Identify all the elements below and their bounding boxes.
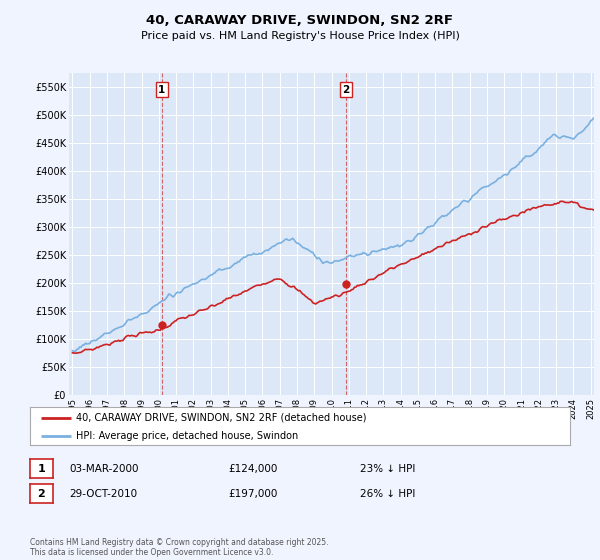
Text: 2: 2 [38, 489, 45, 499]
Text: Price paid vs. HM Land Registry's House Price Index (HPI): Price paid vs. HM Land Registry's House … [140, 31, 460, 41]
Text: Contains HM Land Registry data © Crown copyright and database right 2025.
This d: Contains HM Land Registry data © Crown c… [30, 538, 329, 557]
Text: 03-MAR-2000: 03-MAR-2000 [69, 464, 139, 474]
Text: £124,000: £124,000 [228, 464, 277, 474]
Text: 2: 2 [342, 85, 349, 95]
Text: £197,000: £197,000 [228, 489, 277, 499]
Text: 40, CARAWAY DRIVE, SWINDON, SN2 2RF: 40, CARAWAY DRIVE, SWINDON, SN2 2RF [146, 14, 454, 27]
Text: 1: 1 [38, 464, 45, 474]
Text: 29-OCT-2010: 29-OCT-2010 [69, 489, 137, 499]
Text: 26% ↓ HPI: 26% ↓ HPI [360, 489, 415, 499]
Text: HPI: Average price, detached house, Swindon: HPI: Average price, detached house, Swin… [76, 431, 298, 441]
Text: 40, CARAWAY DRIVE, SWINDON, SN2 2RF (detached house): 40, CARAWAY DRIVE, SWINDON, SN2 2RF (det… [76, 413, 367, 423]
Text: 23% ↓ HPI: 23% ↓ HPI [360, 464, 415, 474]
Text: 1: 1 [158, 85, 166, 95]
